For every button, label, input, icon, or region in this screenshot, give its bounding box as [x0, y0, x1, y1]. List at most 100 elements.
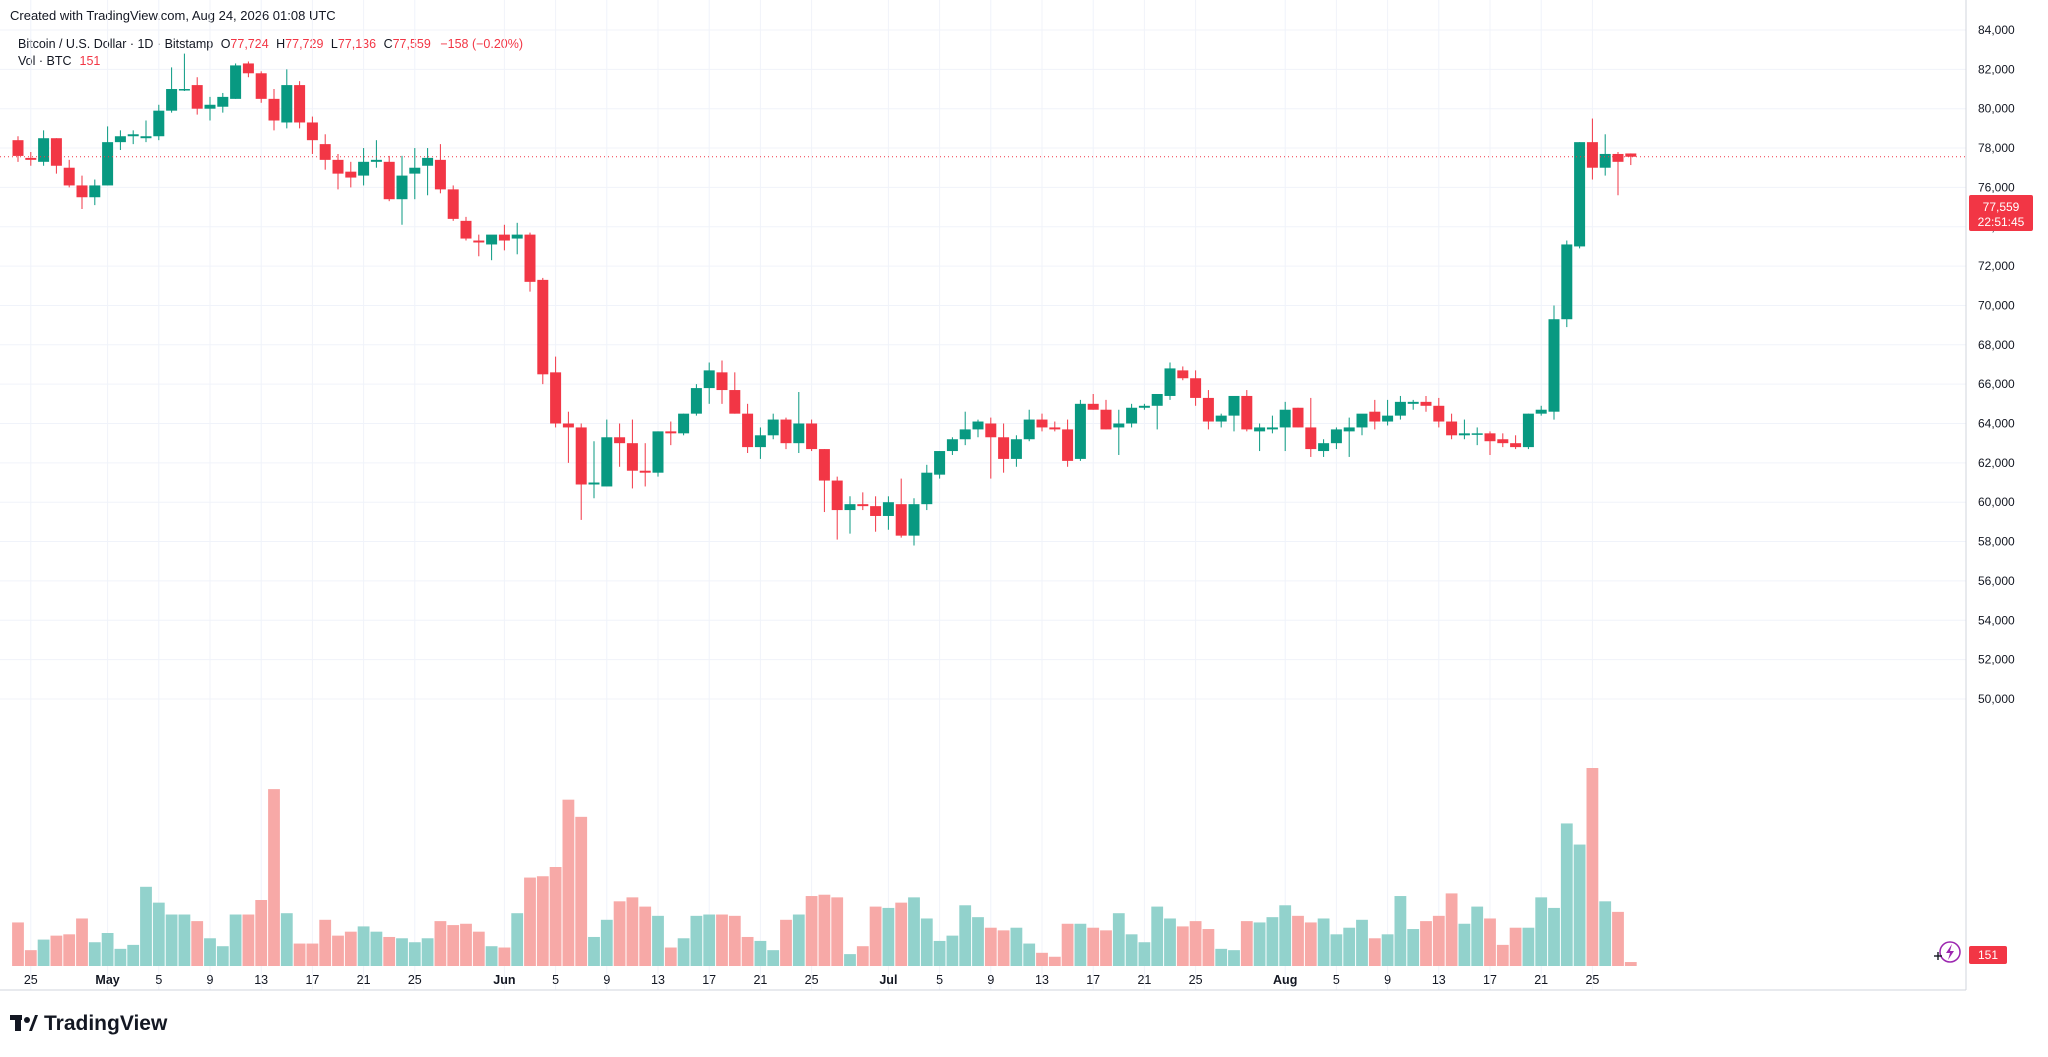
candle-body	[281, 85, 293, 123]
volume-bar	[1317, 918, 1330, 966]
x-tick-label: 17	[1086, 973, 1100, 987]
volume-bar	[536, 876, 549, 966]
candle-body	[178, 89, 190, 91]
candle-body	[1522, 413, 1534, 448]
close-label: C	[383, 37, 393, 51]
x-tick-label: Aug	[1273, 973, 1297, 987]
candle-body	[1382, 415, 1394, 422]
volume-bar	[600, 919, 613, 966]
candle-body	[25, 157, 37, 160]
price-badge-bg	[1969, 195, 2033, 231]
volume-bar	[1010, 927, 1023, 966]
candle-body	[268, 98, 280, 121]
volume-bar	[716, 914, 728, 966]
volume-bar	[626, 897, 639, 966]
candle-body	[434, 159, 446, 190]
x-tick-label: 13	[1432, 973, 1446, 987]
tradingview-logo[interactable]: TradingView	[10, 1012, 167, 1036]
candle-body	[537, 279, 549, 375]
low-value: 77,136	[337, 37, 377, 51]
volume-bar	[1330, 934, 1343, 966]
candle-body	[1433, 405, 1445, 422]
candle-body	[76, 185, 88, 198]
candle-body	[1356, 413, 1368, 428]
candle-body	[38, 138, 50, 162]
candle-body	[140, 136, 152, 139]
volume-bar	[1548, 907, 1560, 966]
candle-body	[857, 504, 869, 507]
candle-body	[1100, 409, 1112, 430]
volume-bar	[114, 948, 127, 966]
candle-body	[575, 427, 587, 485]
candle-body	[498, 234, 510, 241]
candle-body	[639, 470, 651, 473]
candle-body	[946, 439, 958, 452]
candle-body	[204, 104, 216, 109]
y-tick-label: 68,000	[1978, 338, 2015, 352]
candle-body	[383, 161, 395, 200]
candle-body	[1126, 407, 1138, 424]
candle-body	[1087, 403, 1099, 410]
candle-body	[1164, 368, 1176, 396]
candle-body	[818, 449, 830, 481]
candle-body	[806, 423, 818, 450]
candle-body	[1446, 421, 1458, 436]
volume-bar	[869, 906, 882, 966]
x-axis-ticks[interactable]: 25 May 5 9 13 17 21 25 Jun 5 9 13 17 21 25 Jul 5 9 13 17 21 2…	[24, 973, 1600, 987]
volume-label[interactable]: Vol · BTC	[18, 54, 72, 68]
x-tick-label: 21	[357, 973, 371, 987]
volume-bar	[1624, 962, 1637, 966]
candle-body	[486, 234, 498, 245]
volume-bar	[229, 914, 242, 966]
volume-bar	[434, 921, 447, 966]
candle-body	[1369, 411, 1381, 422]
volume-bar	[357, 926, 370, 966]
volume-bar	[664, 947, 677, 966]
low-label: L	[330, 37, 338, 51]
volume-bar	[306, 943, 319, 966]
candle-body	[626, 443, 638, 471]
candle-body	[1535, 409, 1547, 414]
volume-bar	[728, 915, 741, 966]
volume-bar	[818, 894, 831, 966]
x-tick-label: 5	[552, 973, 559, 987]
y-axis-ticks[interactable]: 84,00082,00080,00078,00076,00074,00072,0…	[1978, 23, 2015, 706]
volume-bar	[703, 914, 716, 966]
volume-bar	[1522, 927, 1535, 966]
x-tick-label: 21	[1534, 973, 1548, 987]
volume-bar	[792, 914, 805, 966]
symbol-info[interactable]: Bitcoin / U.S. Dollar · 1D · Bitstamp	[18, 37, 214, 51]
candle-body	[1215, 415, 1227, 422]
candle-body	[1010, 439, 1022, 459]
volume-badge: 151	[1969, 946, 2007, 964]
y-tick-label: 52,000	[1978, 653, 2015, 667]
tradingview-logo-icon	[10, 1015, 38, 1031]
lightning-icon[interactable]	[1939, 941, 1961, 963]
y-tick-label: 54,000	[1978, 613, 2015, 627]
y-tick-label: 66,000	[1978, 377, 2015, 391]
replay-plus-icon[interactable]	[1934, 952, 1942, 960]
x-tick-label: 17	[702, 973, 716, 987]
candle-body	[255, 73, 267, 99]
volume-bar	[396, 938, 408, 966]
candle-body	[1049, 427, 1061, 430]
volume-bar	[88, 942, 101, 966]
candle-body	[793, 423, 805, 444]
volume-bar	[1560, 823, 1573, 966]
candle-body	[1241, 395, 1253, 430]
candle-body	[550, 372, 562, 424]
attribution: Created with TradingView.com, Aug 24, 20…	[10, 8, 336, 23]
volume-bar	[677, 938, 690, 966]
candle-body	[242, 63, 254, 74]
volume-bar	[383, 936, 396, 966]
volume-bar	[204, 938, 216, 966]
volume-bar	[1407, 929, 1420, 966]
candle-body	[831, 480, 843, 511]
candle-body	[1574, 142, 1586, 247]
candle-body	[1612, 153, 1624, 162]
candle-body	[511, 234, 523, 239]
candle-body	[358, 161, 370, 176]
candle-body	[1062, 429, 1074, 461]
volume-bar	[972, 917, 984, 966]
